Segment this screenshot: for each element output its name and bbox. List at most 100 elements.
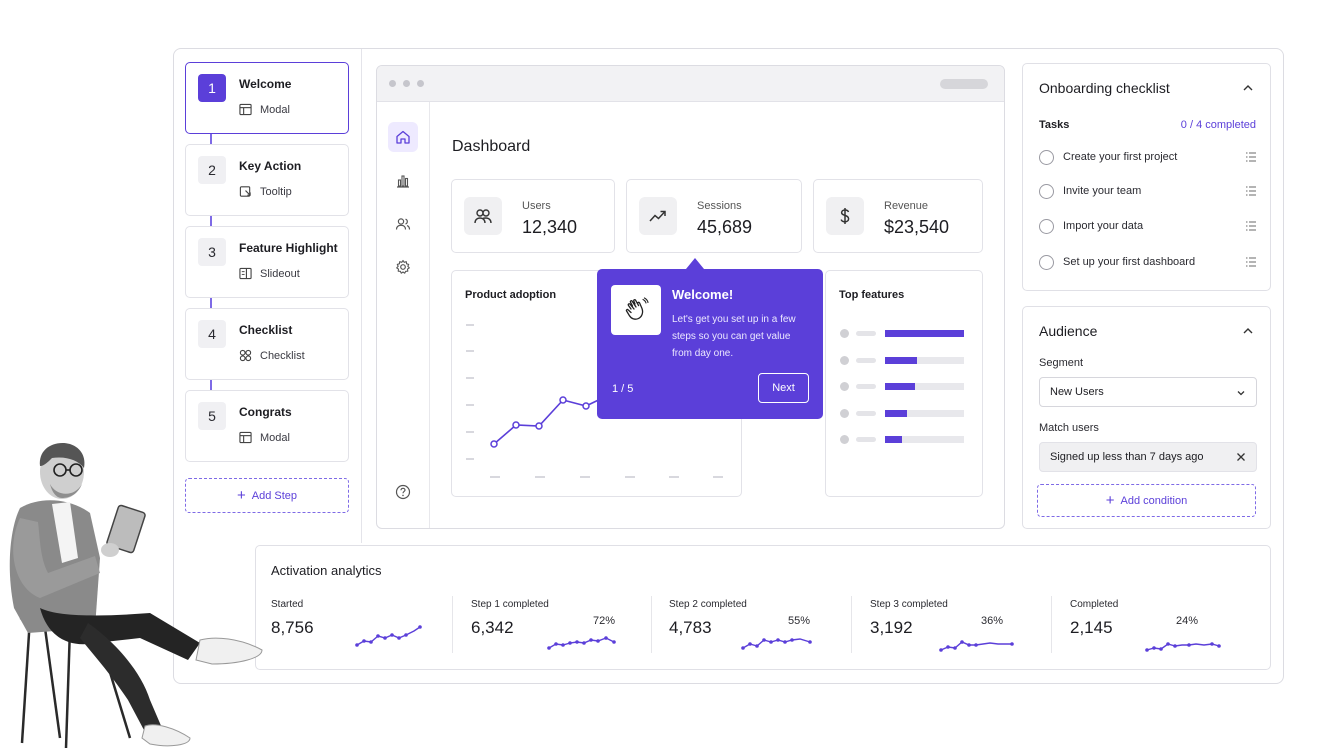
modal-icon: [239, 103, 252, 116]
step-card-congrats[interactable]: 5 Congrats Modal: [185, 390, 349, 462]
sparkline: [547, 636, 616, 650]
analytics-nav-button[interactable]: [388, 166, 418, 196]
chevron-up-icon[interactable]: [1242, 325, 1254, 337]
feature-dot: [840, 329, 849, 338]
step-title: Key Action: [239, 159, 302, 173]
tooltip-icon: [239, 186, 251, 197]
audience-card: Audience Segment New Users Match users S…: [1022, 306, 1271, 529]
users-icon: [395, 218, 411, 230]
step-type-label: Modal: [260, 431, 290, 444]
users-nav-button[interactable]: [388, 209, 418, 239]
step-number: 5: [198, 402, 226, 430]
stat-card-revenue: Revenue $23,540: [813, 179, 983, 253]
feature-label-placeholder: [856, 331, 876, 336]
dashboard-title: Dashboard: [452, 138, 531, 155]
step-type-label: Checklist: [260, 349, 305, 362]
url-bar: [940, 79, 988, 89]
task-checkbox[interactable]: [1039, 183, 1054, 199]
settings-nav-button[interactable]: [388, 252, 418, 282]
tooltip-step-counter: 1 / 5: [612, 383, 634, 395]
feature-bar-track: [885, 383, 964, 390]
step-type: Tooltip: [239, 185, 292, 198]
modal-icon: [239, 431, 252, 444]
metric-divider: [452, 596, 453, 653]
users-icon-box: [464, 197, 502, 235]
metric-divider: [851, 596, 852, 653]
chevron-up-icon[interactable]: [1242, 82, 1254, 94]
segment-label: Segment: [1039, 357, 1084, 369]
metric-divider: [1051, 596, 1052, 653]
step-type: Modal: [239, 103, 290, 116]
add-condition-button[interactable]: + Add condition: [1037, 484, 1256, 517]
task-item[interactable]: Import your data: [1039, 217, 1257, 235]
trending-up-icon: [649, 210, 666, 222]
feature-bar-track: [885, 330, 964, 337]
step-card-welcome[interactable]: 1 Welcome Modal: [185, 62, 349, 134]
step-type-label: Slideout: [260, 267, 300, 280]
tooltip-title: Welcome!: [672, 287, 734, 302]
feature-dot: [840, 435, 849, 444]
feature-bar-fill: [885, 436, 902, 443]
task-item[interactable]: Create your first project: [1039, 148, 1257, 166]
checklist-icon: [239, 349, 252, 362]
metric-label: Completed: [1070, 599, 1119, 610]
analytics-title: Activation analytics: [271, 563, 382, 578]
task-label: Create your first project: [1063, 151, 1178, 163]
trending-icon-box: [639, 197, 677, 235]
checklist-title: Onboarding checklist: [1039, 80, 1170, 96]
task-item[interactable]: Set up your first dashboard: [1039, 253, 1257, 271]
help-button[interactable]: [388, 477, 418, 507]
users-icon: [474, 209, 492, 224]
step-card-key-action[interactable]: 2 Key Action Tooltip: [185, 144, 349, 216]
metric-value: 4,783: [669, 618, 712, 637]
add-condition-label: Add condition: [1120, 494, 1188, 507]
condition-text: Signed up less than 7 days ago: [1050, 451, 1204, 463]
close-icon[interactable]: [1236, 452, 1246, 462]
panel-title: Top features: [839, 289, 905, 301]
task-checkbox[interactable]: [1039, 218, 1054, 234]
home-nav-button[interactable]: [388, 122, 418, 152]
tooltip-next-button[interactable]: Next: [758, 373, 809, 403]
stat-card-users: Users 12,340: [451, 179, 615, 253]
feature-bar-fill: [885, 330, 964, 337]
audience-title: Audience: [1039, 323, 1098, 339]
step-type: Checklist: [239, 349, 305, 362]
step-card-feature-highlight[interactable]: 3 Feature Highlight Slideout: [185, 226, 349, 298]
stat-value: 12,340: [522, 217, 578, 237]
metric-value: 3,192: [870, 618, 913, 637]
step-title: Feature Highlight: [239, 241, 338, 255]
chevron-down-icon: [1237, 391, 1245, 396]
stat-label: Users: [522, 200, 551, 212]
step-type-label: Tooltip: [260, 185, 292, 198]
column-divider: [361, 49, 362, 543]
stat-value: $23,540: [884, 217, 950, 237]
metric-label: Step 1 completed: [471, 599, 549, 610]
match-users-label: Match users: [1039, 422, 1099, 434]
metric-value: 8,756: [271, 618, 314, 637]
dollar-icon-box: [826, 197, 864, 235]
metric-label: Step 2 completed: [669, 599, 747, 610]
step-number: 3: [198, 238, 226, 266]
task-checkbox[interactable]: [1039, 149, 1054, 165]
metric-value: 6,342: [471, 618, 514, 637]
step-title: Checklist: [239, 323, 293, 337]
step-card-checklist[interactable]: 4 Checklist Checklist: [185, 308, 349, 380]
task-checkbox[interactable]: [1039, 254, 1054, 270]
stat-card-sessions: Sessions 45,689: [626, 179, 802, 253]
wave-icon-box: [611, 285, 661, 335]
segment-select[interactable]: New Users: [1039, 377, 1257, 407]
person-with-tablet-illustration: [9, 442, 263, 749]
task-item[interactable]: Invite your team: [1039, 182, 1257, 200]
dollar-icon: [840, 208, 850, 224]
feature-bar-track: [885, 356, 964, 364]
metric-percent: 36%: [981, 615, 1004, 627]
welcome-tooltip: Welcome! Let's get you set up in a few s…: [597, 258, 823, 419]
list-icon: [1246, 221, 1256, 231]
home-icon: [396, 130, 410, 144]
add-step-button[interactable]: + Add Step: [185, 478, 349, 513]
segment-value: New Users: [1050, 386, 1104, 398]
step-title: Congrats: [239, 405, 292, 419]
step-type: Modal: [239, 431, 290, 444]
step-number: 1: [198, 74, 226, 102]
feature-bar-track: [885, 436, 964, 443]
